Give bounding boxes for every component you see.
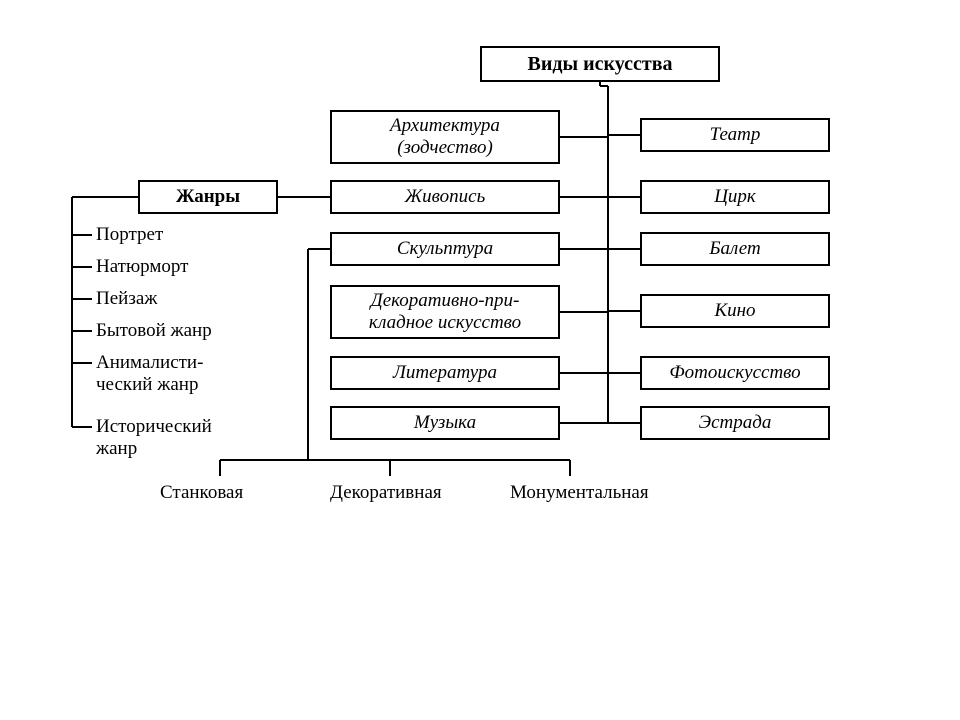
node-theatre: Театр — [640, 118, 830, 152]
node-music: Музыка — [330, 406, 560, 440]
node-root: Виды искусства — [480, 46, 720, 82]
genre-item-3: Бытовой жанр — [96, 320, 212, 342]
node-arch: Архитектура(зодчество) — [330, 110, 560, 164]
diagram-stage: Виды искусства Архитектура(зодчество) Живо… — [0, 0, 960, 720]
node-painting: Живопись — [330, 180, 560, 214]
genre-item-4: Анималисти-ческий жанр — [96, 352, 203, 396]
sculpture-type-1: Декоративная — [330, 482, 442, 504]
genre-item-2: Пейзаж — [96, 288, 157, 310]
node-literature: Литература — [330, 356, 560, 390]
genre-item-1: Натюрморт — [96, 256, 188, 278]
node-sculpture: Скульптура — [330, 232, 560, 266]
node-cinema: Кино — [640, 294, 830, 328]
node-decorative: Декоративно-при-кладное искусство — [330, 285, 560, 339]
node-genres: Жанры — [138, 180, 278, 214]
genre-item-5: Историческийжанр — [96, 416, 212, 460]
node-circus: Цирк — [640, 180, 830, 214]
sculpture-type-2: Монументальная — [510, 482, 649, 504]
sculpture-type-0: Станковая — [160, 482, 243, 504]
node-estrada: Эстрада — [640, 406, 830, 440]
genre-item-0: Портрет — [96, 224, 163, 246]
node-ballet: Балет — [640, 232, 830, 266]
node-photo: Фотоискусство — [640, 356, 830, 390]
